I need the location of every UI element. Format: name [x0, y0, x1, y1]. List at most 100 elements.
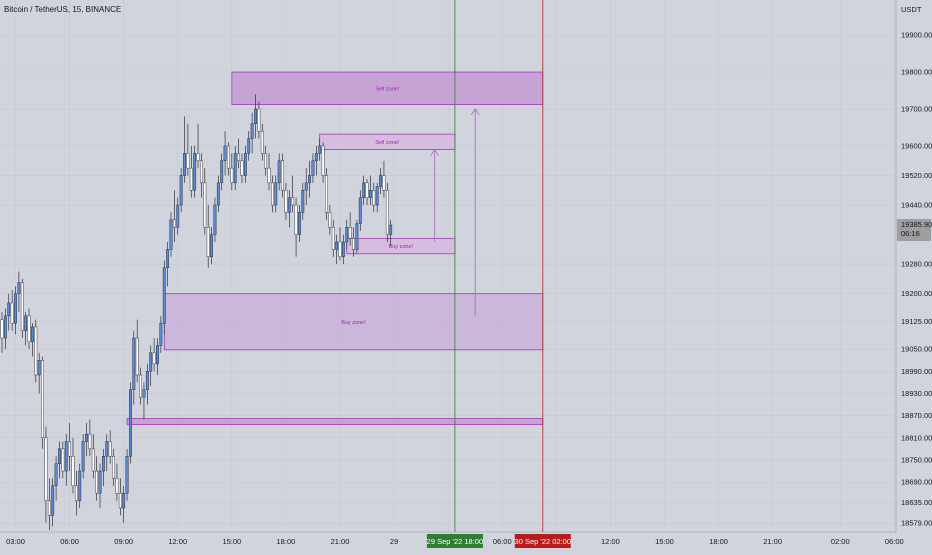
candle — [274, 175, 278, 213]
marker-label-box — [514, 534, 571, 548]
candle-body — [227, 145, 230, 169]
candle — [159, 315, 163, 353]
candle-body — [321, 145, 325, 176]
time-axis[interactable]: 03:00 06:00 09:00 12:00 15:00 18:00 21:00 29 06:… — [6, 537, 932, 546]
candle — [325, 168, 328, 220]
candle — [358, 190, 362, 231]
last-price-value: 19385.90 — [901, 220, 932, 229]
candle — [71, 437, 75, 494]
candle-body — [145, 371, 149, 390]
candle-body — [122, 493, 126, 509]
candle-body — [193, 153, 197, 191]
marker-label-box — [426, 534, 483, 548]
price-tick-label: 18690.00 — [901, 478, 932, 487]
candle-body — [254, 108, 257, 124]
candle — [277, 153, 281, 191]
candle — [385, 182, 389, 242]
candle — [321, 142, 325, 183]
candle-body — [250, 123, 254, 139]
candle — [31, 323, 34, 357]
candle-body — [85, 433, 88, 442]
candle-body — [281, 160, 284, 191]
candle — [200, 153, 203, 198]
candle — [369, 175, 372, 206]
candle-body — [149, 352, 153, 372]
candle-body — [68, 441, 72, 457]
time-tick-label: 21:00 — [763, 537, 782, 546]
candle — [189, 145, 193, 198]
price-axis[interactable]: 19900.00 19800.00 19700.00 19600.00 19520.00… — [901, 31, 932, 528]
candle — [281, 153, 284, 198]
candle-body — [95, 470, 99, 494]
time-tick-label: 09:00 — [114, 537, 133, 546]
candle-body — [348, 227, 352, 239]
candle-body — [132, 337, 136, 390]
candles — [0, 94, 393, 531]
candle — [14, 286, 17, 335]
candle — [183, 116, 186, 183]
candle-body — [247, 138, 251, 154]
candle — [112, 448, 115, 486]
candle — [61, 441, 65, 479]
candle — [156, 338, 159, 375]
candle — [37, 352, 41, 394]
candle — [355, 219, 359, 254]
candle-body — [118, 493, 122, 509]
candle — [64, 434, 68, 486]
candle-body — [3, 315, 7, 339]
candle — [54, 456, 58, 501]
candle — [260, 123, 264, 161]
candle — [379, 168, 382, 194]
candle-body — [216, 182, 220, 206]
time-tick-label: 06:00 — [493, 537, 512, 546]
candle-body — [166, 249, 170, 269]
candle — [58, 441, 61, 479]
candle-body — [311, 160, 315, 176]
candle-body — [382, 175, 386, 191]
last-price-label: 19385.90 06:16 — [897, 219, 932, 242]
marker-lines — [454, 0, 544, 532]
candle-body — [129, 389, 132, 457]
candle — [78, 463, 82, 508]
candle-body — [331, 227, 335, 250]
candle — [294, 197, 298, 257]
candle-body — [287, 197, 291, 213]
candle — [51, 478, 55, 527]
candle — [142, 382, 146, 420]
symbol-header: Bitcoin / TetherUS, 15, BINANCE — [4, 5, 121, 14]
candle-body — [176, 204, 180, 228]
candle — [203, 168, 207, 235]
candle-body — [196, 153, 200, 161]
candle — [223, 131, 227, 176]
candle — [139, 367, 142, 405]
candle-body — [345, 227, 349, 243]
candle-body — [304, 182, 308, 191]
time-tick-label: 12:00 — [601, 537, 620, 546]
candle-body — [240, 160, 244, 176]
candle-body — [156, 345, 159, 365]
candle-body — [74, 485, 78, 501]
price-tick-label: 19125.00 — [901, 317, 932, 326]
candle — [17, 271, 21, 313]
candle — [85, 423, 88, 457]
candle-body — [112, 456, 115, 479]
candle — [129, 382, 132, 464]
price-tick-label: 19520.00 — [901, 171, 932, 180]
candle — [179, 168, 183, 213]
candle — [122, 485, 126, 523]
candle — [250, 112, 254, 154]
candle-body — [203, 182, 207, 228]
time-tick-label: 15:00 — [655, 537, 674, 546]
candle — [135, 319, 139, 383]
candle-body — [379, 175, 382, 187]
candle — [193, 145, 197, 198]
price-tick-label: 19280.00 — [901, 260, 932, 269]
candle — [20, 278, 24, 339]
candle — [331, 219, 335, 257]
candle — [301, 182, 305, 220]
candle-body — [335, 241, 339, 250]
candle — [308, 160, 311, 198]
time-tick-label: 12:00 — [168, 537, 187, 546]
